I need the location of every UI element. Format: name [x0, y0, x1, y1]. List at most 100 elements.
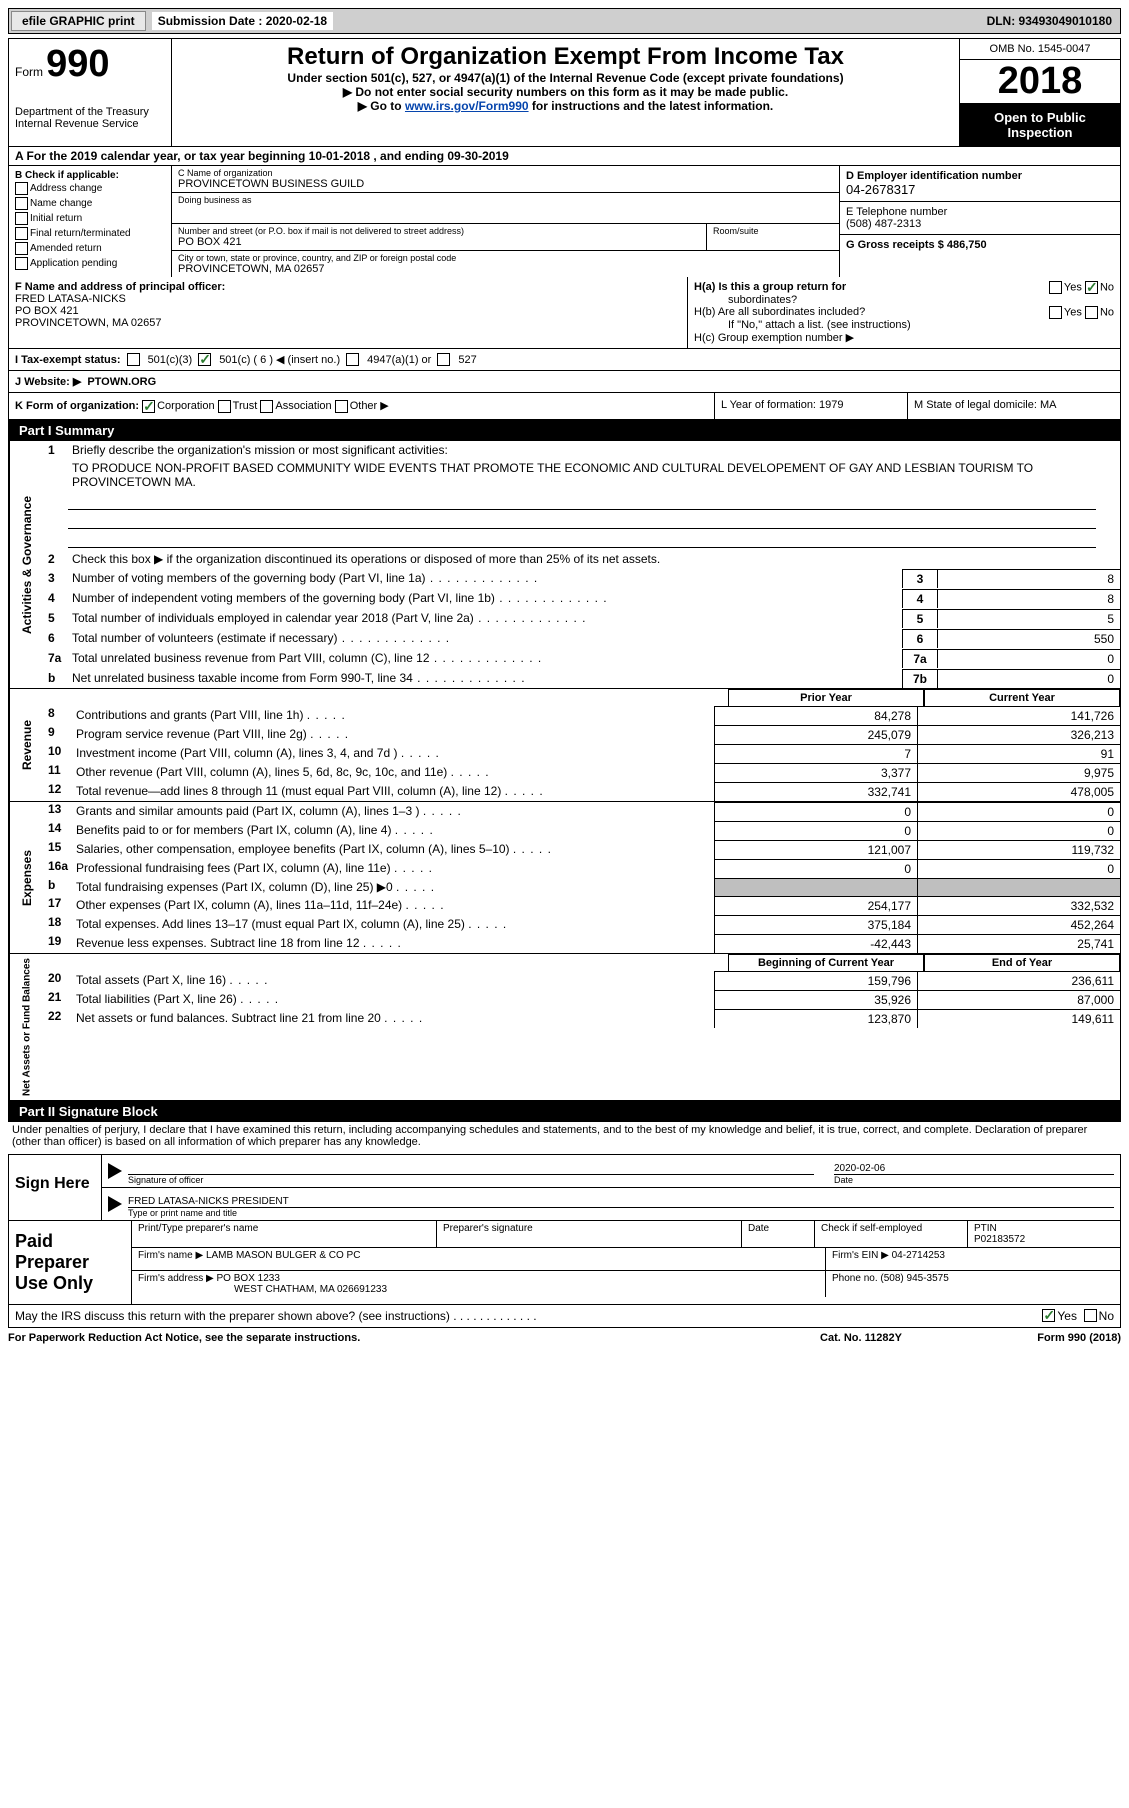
firm-name-label: Firm's name ▶ — [138, 1250, 203, 1261]
check-applicable-col: B Check if applicable: Address change Na… — [9, 166, 172, 277]
name-title-label: Type or print name and title — [128, 1207, 1114, 1218]
firm-addr2: WEST CHATHAM, MA 026691233 — [138, 1284, 387, 1295]
summary-row: 21Total liabilities (Part X, line 26) . … — [44, 990, 1120, 1009]
summary-row: 17Other expenses (Part IX, column (A), l… — [44, 896, 1120, 915]
sign-here-block: Sign Here Signature of officer 2020-02-0… — [8, 1154, 1121, 1221]
korg-assoc[interactable]: Association — [275, 400, 331, 412]
form990-link[interactable]: www.irs.gov/Form990 — [405, 99, 529, 113]
top-toolbar: efile GRAPHIC print Submission Date : 20… — [8, 8, 1121, 34]
form-word: Form — [15, 65, 43, 79]
officer-name-title: FRED LATASA-NICKS PRESIDENT — [128, 1196, 1114, 1207]
ha-no[interactable]: No — [1100, 281, 1114, 293]
discuss-no[interactable]: No — [1099, 1309, 1114, 1323]
irs-label: Internal Revenue Service — [15, 118, 165, 130]
officer-group-row: F Name and address of principal officer:… — [8, 277, 1121, 349]
room-suite-label: Room/suite — [707, 224, 839, 250]
gross-receipts: G Gross receipts $ 486,750 — [846, 239, 987, 251]
chk-app-pending[interactable]: Application pending — [30, 258, 117, 269]
sig-date-label: Date — [834, 1174, 1114, 1185]
website-label: J Website: ▶ — [15, 375, 81, 388]
ein-value: 04-2678317 — [846, 182, 915, 197]
ein-label: D Employer identification number — [846, 170, 1022, 182]
korg-corp[interactable]: Corporation — [157, 400, 214, 412]
org-name-label: C Name of organization — [178, 168, 833, 178]
discuss-text: May the IRS discuss this return with the… — [15, 1309, 450, 1323]
chk-address-change[interactable]: Address change — [30, 183, 102, 194]
footer-catno: Cat. No. 11282Y — [761, 1332, 961, 1344]
ptin-value: P02183572 — [974, 1234, 1025, 1245]
summary-row: 5Total number of individuals employed in… — [44, 608, 1120, 628]
expenses-section: Expenses 13Grants and similar amounts pa… — [8, 802, 1121, 954]
firm-name: LAMB MASON BULGER & CO PC — [206, 1250, 360, 1261]
summary-row: 7aTotal unrelated business revenue from … — [44, 648, 1120, 668]
ha-yes[interactable]: Yes — [1064, 281, 1082, 293]
firm-ein-label: Firm's EIN ▶ — [832, 1250, 889, 1261]
tax-year: 2018 — [960, 60, 1120, 104]
summary-row: 20Total assets (Part X, line 16) . . . .… — [44, 971, 1120, 990]
summary-row: 6Total number of volunteers (estimate if… — [44, 628, 1120, 648]
status-527[interactable]: 527 — [458, 354, 476, 366]
chk-initial-return[interactable]: Initial return — [30, 213, 82, 224]
current-year-header: Current Year — [924, 689, 1120, 706]
hb-yes[interactable]: Yes — [1064, 306, 1082, 318]
tax-status-label: I Tax-exempt status: — [15, 354, 121, 366]
addr-label: Number and street (or P.O. box if mail i… — [178, 226, 700, 236]
prep-name-label: Print/Type preparer's name — [132, 1221, 437, 1247]
sig-arrow-icon-2 — [108, 1196, 122, 1212]
officer-label: F Name and address of principal officer: — [15, 281, 225, 293]
line2-text: Check this box ▶ if the organization dis… — [72, 552, 660, 566]
omb-number: OMB No. 1545-0047 — [960, 39, 1120, 60]
netassets-section: Net Assets or Fund Balances Beginning of… — [8, 954, 1121, 1101]
officer-name: FRED LATASA-NICKS — [15, 293, 126, 305]
sig-date: 2020-02-06 — [834, 1163, 1114, 1174]
officer-addr1: PO BOX 421 — [15, 305, 79, 317]
summary-row: 15Salaries, other compensation, employee… — [44, 840, 1120, 859]
perjury-declaration: Under penalties of perjury, I declare th… — [8, 1122, 1121, 1150]
phone-label: E Telephone number — [846, 206, 947, 218]
submission-date-label: Submission Date : 2020-02-18 — [152, 12, 333, 30]
efile-print-button[interactable]: efile GRAPHIC print — [11, 11, 146, 31]
summary-row: 11Other revenue (Part VIII, column (A), … — [44, 763, 1120, 782]
sig-officer-label: Signature of officer — [128, 1174, 814, 1185]
status-501c[interactable]: 501(c) ( 6 ) ◀ (insert no.) — [219, 353, 340, 366]
korg-other[interactable]: Other ▶ — [350, 400, 389, 412]
part2-header: Part II Signature Block — [8, 1101, 1121, 1122]
chk-amended[interactable]: Amended return — [30, 243, 102, 254]
chk-name-change[interactable]: Name change — [30, 198, 92, 209]
firm-ein: 04-2714253 — [892, 1250, 945, 1261]
status-501c3[interactable]: 501(c)(3) — [148, 354, 193, 366]
tax-period-row: A For the 2019 calendar year, or tax yea… — [8, 147, 1121, 166]
summary-row: bTotal fundraising expenses (Part IX, co… — [44, 878, 1120, 896]
paid-preparer-label: Paid Preparer Use Only — [9, 1221, 132, 1304]
city-label: City or town, state or province, country… — [178, 253, 833, 263]
prior-year-header: Prior Year — [728, 689, 924, 706]
revenue-section: Revenue Prior Year Current Year 8Contrib… — [8, 689, 1121, 802]
korg-trust[interactable]: Trust — [233, 400, 258, 412]
hb-no[interactable]: No — [1100, 306, 1114, 318]
sign-here-label: Sign Here — [9, 1155, 102, 1220]
header-sub3: Go to www.irs.gov/Form990 for instructio… — [182, 99, 949, 113]
discuss-yes[interactable]: Yes — [1057, 1309, 1077, 1323]
sub3-pre: Go to — [370, 99, 405, 113]
line1-label: Briefly describe the organization's miss… — [72, 443, 1116, 457]
summary-row: 12Total revenue—add lines 8 through 11 (… — [44, 782, 1120, 801]
chk-final-return[interactable]: Final return/terminated — [30, 228, 131, 239]
prep-self-employed[interactable]: Check if self-employed — [821, 1223, 922, 1234]
org-info-col: C Name of organization PROVINCETOWN BUSI… — [172, 166, 839, 277]
hc-label: H(c) Group exemption number ▶ — [694, 331, 1114, 344]
summary-row: 10Investment income (Part VIII, column (… — [44, 744, 1120, 763]
boy-header: Beginning of Current Year — [728, 954, 924, 971]
summary-row: 13Grants and similar amounts paid (Part … — [44, 802, 1120, 821]
check-b-title: B Check if applicable: — [15, 170, 119, 181]
header-info-grid: B Check if applicable: Address change Na… — [8, 166, 1121, 277]
footer-left: For Paperwork Reduction Act Notice, see … — [8, 1332, 761, 1344]
org-name: PROVINCETOWN BUSINESS GUILD — [178, 178, 833, 190]
status-4947[interactable]: 4947(a)(1) or — [367, 354, 431, 366]
org-city: PROVINCETOWN, MA 02657 — [178, 263, 833, 275]
gov-section: Activities & Governance 1 Briefly descri… — [8, 441, 1121, 689]
summary-row: 4Number of independent voting members of… — [44, 588, 1120, 608]
page-footer: For Paperwork Reduction Act Notice, see … — [8, 1328, 1121, 1348]
prep-date-label: Date — [742, 1221, 815, 1247]
website-value: PTOWN.ORG — [87, 376, 156, 388]
discuss-row: May the IRS discuss this return with the… — [8, 1305, 1121, 1328]
